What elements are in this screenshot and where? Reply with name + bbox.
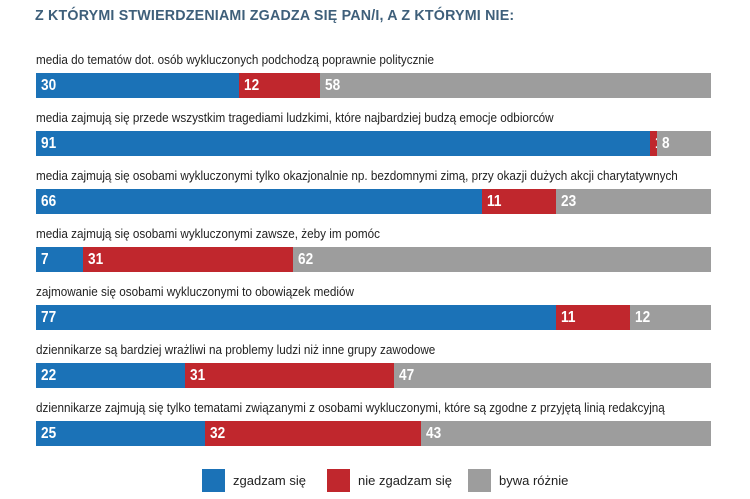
data-label: 11: [560, 309, 576, 326]
bar-segment-agree: 22: [36, 363, 185, 388]
stacked-bar: 66 11 23: [36, 189, 711, 214]
row-label: media zajmują się osobami wykluczonymi z…: [36, 226, 380, 241]
stacked-bar: 22 31 47: [36, 363, 711, 388]
chart-rows: media do tematów dot. osób wykluczonych …: [36, 52, 711, 458]
data-label: 43: [425, 425, 441, 442]
data-label: 91: [41, 135, 57, 152]
bar-segment-disagree: 12: [238, 73, 320, 98]
bar-segment-agree: 25: [36, 421, 205, 446]
data-label: 66: [41, 193, 57, 210]
data-label: 30: [41, 77, 57, 94]
data-label: 7: [41, 251, 49, 268]
bar-segment-agree: 77: [36, 305, 556, 330]
data-label: 62: [297, 251, 313, 268]
bar-segment-varies: 58: [319, 73, 711, 98]
data-label: 22: [41, 367, 57, 384]
bar-segment-agree: 66: [36, 189, 482, 214]
data-label: 31: [88, 251, 104, 268]
data-label: 47: [398, 367, 414, 384]
row-label: zajmowanie się osobami wykluczonymi to o…: [36, 284, 354, 299]
bar-segment-disagree: 31: [184, 363, 394, 388]
bar-segment-varies: 47: [393, 363, 711, 388]
bar-segment-varies: 43: [420, 421, 711, 446]
row-label: media zajmują się przede wszystkim trage…: [36, 110, 554, 125]
bar-segment-disagree: 1: [650, 131, 663, 156]
chart-row: dziennikarze są bardziej wrażliwi na pro…: [36, 342, 711, 400]
row-label: dziennikarze zajmują się tylko tematami …: [36, 400, 665, 415]
legend-label: bywa różnie: [499, 473, 569, 488]
legend-item-disagree: nie zgadzam się: [327, 469, 452, 492]
legend-label: nie zgadzam się: [358, 473, 452, 488]
legend-swatch-disagree: [327, 469, 350, 492]
data-label: 11: [486, 193, 501, 210]
chart-row: media zajmują się osobami wykluczonymi t…: [36, 168, 711, 226]
bar-segment-varies: 62: [292, 247, 711, 272]
row-label: media zajmują się osobami wykluczonymi t…: [36, 168, 678, 183]
data-label: 12: [635, 309, 651, 326]
chart-title: Z KTÓRYMI STWIERDZENIAMI ZGADZA SIĘ PAN/…: [35, 7, 515, 24]
stacked-bar: 30 12 58: [36, 73, 711, 98]
stacked-bar: 7 31 62: [36, 247, 711, 272]
data-label: 25: [41, 425, 57, 442]
stacked-bar: 91 18: [36, 131, 711, 156]
data-label: 8: [662, 135, 670, 152]
data-label: 31: [189, 367, 205, 384]
bar-segment-varies: 23: [555, 189, 711, 214]
bar-segment-agree: 30: [36, 73, 239, 98]
bar-segment-agree: 7: [36, 247, 84, 272]
bar-segment-disagree: 11: [481, 189, 556, 214]
stacked-bar: 77 11 12: [36, 305, 711, 330]
chart-row: zajmowanie się osobami wykluczonymi to o…: [36, 284, 711, 342]
legend-swatch-varies: [468, 469, 491, 492]
chart-row: dziennikarze zajmują się tylko tematami …: [36, 400, 711, 458]
data-label: 58: [324, 77, 340, 94]
chart-row: media do tematów dot. osób wykluczonych …: [36, 52, 711, 110]
legend-item-varies: bywa różnie: [468, 469, 568, 492]
legend: zgadzam się nie zgadzam się bywa różnie: [0, 469, 750, 493]
data-label: 23: [560, 193, 576, 210]
bar-segment-disagree: 31: [83, 247, 293, 272]
bar-segment-agree: 91: [36, 131, 651, 156]
bar-segment-varies: 8: [657, 131, 711, 156]
row-label: media do tematów dot. osób wykluczonych …: [36, 52, 435, 67]
chart-row: media zajmują się osobami wykluczonymi z…: [36, 226, 711, 284]
data-label: 12: [243, 77, 259, 94]
data-label: 77: [41, 309, 57, 326]
row-label: dziennikarze są bardziej wrażliwi na pro…: [36, 342, 436, 357]
bar-segment-disagree: 32: [204, 421, 421, 446]
legend-item-agree: zgadzam się: [202, 469, 306, 492]
bar-segment-disagree: 11: [555, 305, 630, 330]
chart-row: media zajmują się przede wszystkim trage…: [36, 110, 711, 168]
data-label: 32: [209, 425, 225, 442]
legend-label: zgadzam się: [233, 473, 306, 488]
legend-swatch-agree: [202, 469, 225, 492]
stacked-bar: 25 32 43: [36, 421, 711, 446]
bar-segment-varies: 12: [630, 305, 711, 330]
